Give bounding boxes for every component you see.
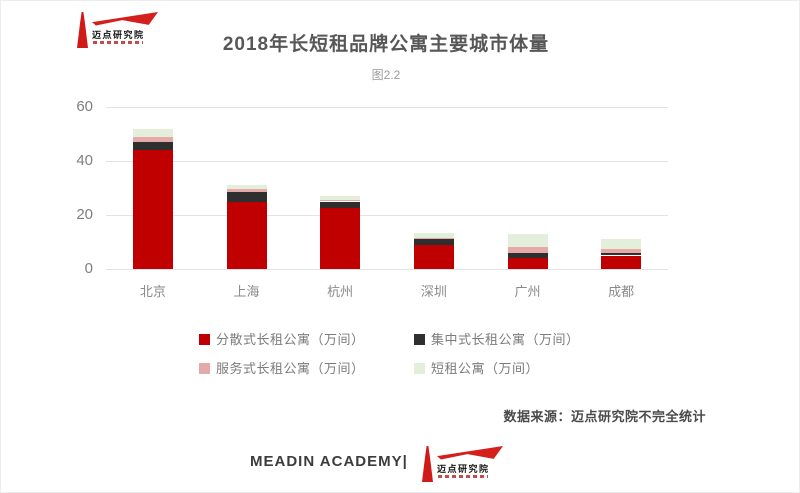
- y-axis-tick: 20: [76, 206, 93, 223]
- bar-segment: [507, 258, 548, 269]
- logo-name: 迈点研究院: [92, 30, 145, 40]
- lighthouse-icon: [77, 12, 88, 48]
- bar-segment: [132, 128, 173, 137]
- legend-item: 分散式长租公寓（万间）: [199, 329, 365, 347]
- bar-segment: [132, 142, 173, 151]
- bar-segment: [507, 233, 548, 248]
- bar-segment: [132, 136, 173, 143]
- bar-segment: [601, 239, 642, 249]
- bar-segment: [601, 248, 642, 253]
- x-axis-label: 上海: [233, 284, 260, 299]
- bar-segment: [226, 189, 267, 192]
- x-axis-label: 北京: [139, 284, 166, 299]
- meadin-academy-wordmark: MEADIN ACADEMY|: [250, 453, 408, 470]
- x-axis-label: 广州: [514, 284, 541, 299]
- legend-swatch: [199, 334, 210, 345]
- y-axis-tick: 60: [76, 98, 93, 115]
- meadin-logo: 迈点研究院: [420, 443, 506, 485]
- lighthouse-icon: [422, 446, 433, 482]
- bar-segment: [413, 244, 454, 269]
- figure-number: 图2.2: [371, 68, 401, 82]
- data-source-note: 数据来源：迈点研究院不完全统计: [503, 409, 706, 424]
- bar-segment: [413, 239, 454, 245]
- bar-segment: [507, 252, 548, 259]
- meadin-logo: 迈点研究院: [75, 9, 161, 51]
- bar-segment: [132, 150, 173, 269]
- bar-segment: [320, 200, 361, 202]
- bar-segment: [601, 255, 642, 269]
- legend-swatch: [414, 334, 425, 345]
- gridline: [106, 269, 668, 270]
- bar-segment: [320, 208, 361, 270]
- legend-label: 服务式长租公寓（万间）: [216, 361, 365, 376]
- chart-title: 2018年长短租品牌公寓主要城市体量: [222, 34, 550, 55]
- legend-item: 短租公寓（万间）: [414, 358, 540, 376]
- y-axis-tick: 40: [76, 152, 93, 169]
- bar-segment: [320, 196, 361, 201]
- x-axis-label: 杭州: [327, 284, 354, 299]
- bar-segment: [413, 237, 454, 240]
- logo-tagline-marks: [438, 475, 488, 478]
- legend-swatch: [199, 363, 210, 374]
- legend-label: 分散式长租公寓（万间）: [216, 332, 365, 347]
- bar-segment: [320, 201, 361, 209]
- gridline: [106, 161, 668, 162]
- flag-swoosh-icon: [437, 446, 503, 460]
- gridline: [106, 215, 668, 216]
- x-axis-label: 深圳: [420, 284, 447, 299]
- legend-label: 集中式长租公寓（万间）: [431, 332, 580, 347]
- legend-item: 集中式长租公寓（万间）: [414, 329, 580, 347]
- bar-segment: [601, 252, 642, 256]
- logo-name: 迈点研究院: [437, 464, 490, 474]
- logo-tagline-marks: [93, 41, 143, 44]
- legend-item: 服务式长租公寓（万间）: [199, 358, 365, 376]
- legend-swatch: [414, 363, 425, 374]
- gridline: [106, 107, 668, 108]
- legend-label: 短租公寓（万间）: [431, 361, 540, 376]
- bar-segment: [226, 192, 267, 202]
- bar-segment: [413, 232, 454, 238]
- bar-segment: [226, 184, 267, 190]
- y-axis-tick: 0: [84, 260, 93, 277]
- bar-segment: [226, 201, 267, 269]
- bar-segment: [507, 247, 548, 253]
- x-axis-label: 成都: [608, 284, 635, 299]
